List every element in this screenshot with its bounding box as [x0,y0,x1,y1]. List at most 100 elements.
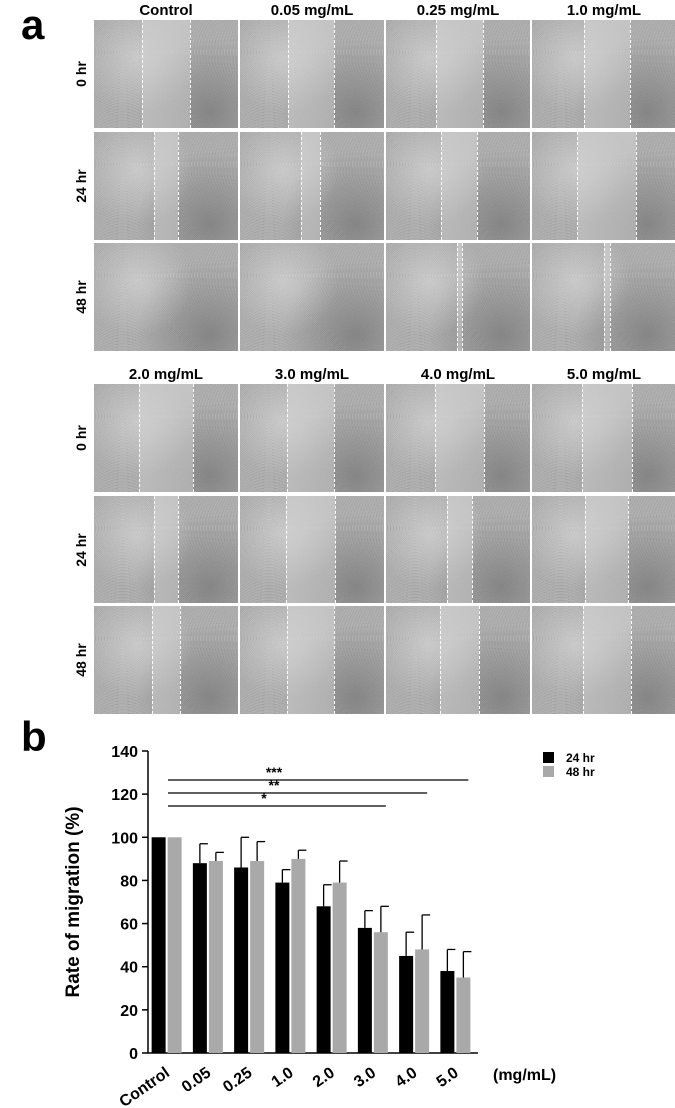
wound-gap [583,606,631,714]
wound-edge-line [301,132,303,240]
wound-edge-line [335,496,337,603]
wound-edge-line [180,606,182,714]
x-unit-label: (mg/mL) [493,1067,556,1084]
wound-edge-line [192,384,194,492]
micrograph-tile [532,20,675,128]
wound-gap [142,20,190,128]
x-tick-label: Control [117,1064,173,1108]
wound-edge-line [287,20,289,128]
wound-edge-line [456,243,458,351]
y-tick-label: 80 [120,873,138,890]
micrograph-tile [386,384,530,492]
y-tick-label: 120 [111,787,138,804]
wound-edge-line [151,606,153,714]
bar-24-hr [151,837,166,1053]
wound-gap [301,132,320,240]
micrograph-tile [532,384,675,492]
wound-edge-line [333,20,335,128]
wound-gap [585,496,629,603]
wound-gap [286,606,335,714]
wound-edge-line [581,384,583,492]
legend-label: 24 hr [566,751,595,765]
wound-edge-line [483,384,485,492]
wound-gap [286,384,335,492]
wound-edge-line [286,606,288,714]
x-tick-label: 5.0 [434,1064,462,1091]
x-tick-label: 3.0 [351,1064,379,1091]
wound-edge-line [334,384,336,492]
wound-edge-line [630,606,632,714]
column-heading: 5.0 mg/mL [566,366,642,383]
y-tick-label: 140 [111,744,138,761]
wound-gap [583,20,630,128]
micrograph-tile [386,243,530,351]
wound-gap [286,496,336,603]
panel-a-letter: a [21,1,45,48]
wound-edge-line [447,496,449,603]
micrograph-tile [532,606,675,714]
wound-edge-line [609,243,611,351]
micrograph-tile [240,606,384,714]
bar-24-hr [275,882,290,1053]
wound-edge-line [462,243,464,351]
wound-gap [581,384,633,492]
wound-edge-line [440,606,441,714]
significance-marker: *** [266,764,283,780]
wound-edge-line [583,606,585,714]
bar-24-hr [192,863,207,1053]
column-heading: 4.0 mg/mL [420,366,496,383]
micrograph-tile [532,243,675,351]
bar-24-hr [316,906,331,1053]
legend-label: 48 hr [566,765,595,779]
wound-gap [434,384,484,492]
bar-24-hr [440,971,455,1053]
y-axis-label: Rate of migration (%) [63,806,84,997]
wound-edge-line [577,132,579,240]
wound-gap [153,132,179,240]
column-heading: 3.0 mg/mL [274,366,350,383]
x-tick-label: 4.0 [392,1064,420,1091]
micrograph-tile [94,243,238,351]
wound-edge-line [483,20,485,128]
y-tick-label: 100 [111,830,138,847]
micrograph-tile [386,132,530,240]
wound-edge-line [153,496,155,603]
wound-edge-line [471,496,473,603]
micrograph-tile [94,496,238,603]
wound-gap [287,20,334,128]
wound-edge-line [478,606,480,714]
wound-gap [435,20,484,128]
wound-edge-line [604,243,605,351]
micrograph-tile [94,132,238,240]
y-tick-label: 0 [129,1046,138,1063]
wound-gap [151,606,181,714]
wound-gap [440,606,479,714]
wound-edge-line [441,132,443,240]
wound-edge-line [334,606,336,714]
bar-48-hr [415,949,430,1053]
micrograph-tile [240,20,384,128]
wound-edge-line [178,496,180,603]
micrograph-tile [240,132,384,240]
y-tick-label: 60 [120,917,138,934]
bar-48-hr [250,861,265,1053]
wound-edge-line [585,496,587,603]
column-heading: 0.25 mg/mL [416,2,500,19]
wound-edge-line [139,384,141,492]
legend-swatch [543,752,554,763]
wound-edge-line [153,132,155,240]
legend-swatch [543,766,554,777]
bar-48-hr [291,858,306,1053]
wound-gap [153,496,179,603]
panel-b-letter: b [21,713,47,760]
wound-edge-line [189,20,191,128]
micrograph-tile [386,20,530,128]
micrograph-tile [94,606,238,714]
wound-gap [456,243,463,351]
column-heading: 0.05 mg/mL [270,2,354,19]
micrograph-tile [240,496,384,603]
wound-gap [604,243,610,351]
wound-edge-line [434,384,436,492]
y-tick-label: 20 [120,1003,138,1020]
wound-edge-line [286,384,288,492]
